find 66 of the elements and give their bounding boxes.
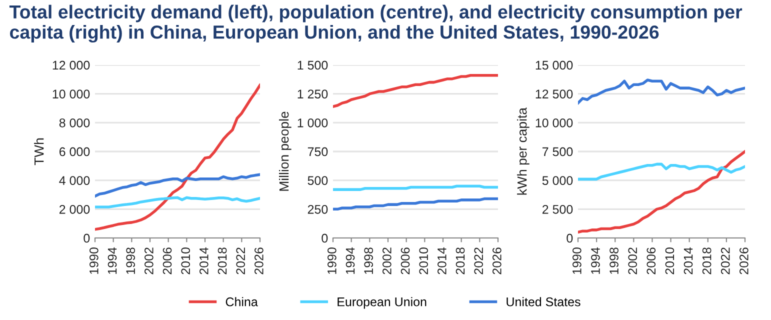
- legend-label: China: [226, 297, 258, 306]
- line-series: [578, 150, 745, 234]
- x-tick-label: 2006: [400, 248, 410, 274]
- x-tick-label: 2026: [740, 248, 748, 274]
- y-tick-label: 500: [308, 176, 328, 185]
- y-tick-label: 2 500: [542, 204, 573, 214]
- x-tick-label: 1998: [610, 248, 618, 274]
- y-tick-label: 250: [308, 204, 328, 214]
- x-tick-label: 2006: [646, 248, 656, 274]
- x-tick-label: 2018: [456, 248, 465, 274]
- y-tick-label: 7 500: [542, 147, 573, 156]
- x-tick-label: 2014: [438, 247, 446, 274]
- x-tick-label: 2010: [181, 248, 190, 274]
- y-axis-title: kWh per capita: [517, 108, 530, 195]
- y-axis-title: Million people: [279, 112, 292, 191]
- line-series: [95, 196, 260, 208]
- x-tick-label: 1994: [108, 247, 117, 274]
- x-tick-label: 2014: [200, 247, 208, 274]
- y-tick-label: 8 000: [59, 118, 90, 128]
- y-tick-label: 0: [566, 234, 573, 243]
- y-tick-label: 0: [322, 234, 328, 243]
- x-tick-label: 2022: [720, 248, 730, 274]
- x-tick-label: 1998: [364, 248, 374, 274]
- y-tick-label: 2 000: [59, 204, 90, 214]
- y-tick-label: 4 000: [59, 176, 90, 185]
- y-tick-label: 6 000: [59, 147, 90, 156]
- line-series: [578, 162, 745, 181]
- x-tick-label: 2006: [162, 248, 172, 274]
- x-tick-label: 1990: [90, 248, 98, 274]
- line-series: [333, 197, 498, 211]
- x-tick-label: 2002: [628, 248, 638, 274]
- text: Total electricity demand (left), population (centre), and electricity consumption per capita (right) in China, European Union, and the United States, 1990-2026: [9, 4, 742, 43]
- x-tick-label: 1990: [328, 248, 336, 274]
- y-tick-label: 12 000: [52, 60, 90, 70]
- x-tick-label: 2010: [665, 248, 674, 274]
- x-tick-label: 2002: [382, 248, 392, 274]
- y-tick-label: 10 000: [52, 90, 90, 98]
- y-tick-label: 0: [84, 234, 90, 243]
- line-series: [578, 78, 745, 104]
- y-tick-label: 15 000: [536, 60, 573, 70]
- line-series: [95, 84, 260, 231]
- line-series: [95, 173, 260, 198]
- y-tick-label: 1 250: [298, 90, 328, 98]
- y-tick-label: 10 000: [536, 118, 573, 128]
- x-tick-label: 2018: [218, 248, 227, 274]
- x-tick-label: 1994: [591, 247, 600, 274]
- y-tick-label: 1 000: [298, 118, 328, 128]
- legend-label: United States: [506, 297, 580, 306]
- y-tick-label: 5 000: [542, 176, 573, 185]
- x-tick-label: 2002: [144, 248, 154, 274]
- y-tick-label: 12 500: [536, 90, 573, 98]
- y-tick-label: 1 500: [298, 60, 328, 70]
- line-series: [333, 74, 498, 108]
- y-tick-label: 750: [308, 147, 328, 156]
- legend-label: European Union: [338, 297, 426, 309]
- x-tick-label: 2026: [254, 248, 264, 274]
- x-tick-label: 1990: [572, 248, 582, 274]
- y-axis-title: TWh: [34, 138, 44, 166]
- x-tick-label: 1994: [346, 247, 355, 274]
- x-tick-label: 1998: [126, 248, 136, 274]
- x-tick-label: 2022: [236, 248, 246, 274]
- x-tick-label: 2014: [684, 247, 693, 274]
- x-tick-label: 2010: [419, 248, 428, 274]
- x-tick-label: 2026: [492, 248, 502, 274]
- x-tick-label: 2018: [702, 248, 712, 274]
- x-tick-label: 2022: [474, 248, 484, 274]
